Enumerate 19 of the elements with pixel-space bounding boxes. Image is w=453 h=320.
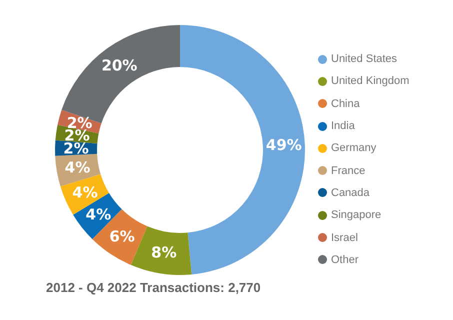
donut-slice [180, 25, 305, 274]
data-label: 4% [72, 183, 98, 202]
data-label: 49% [266, 136, 302, 154]
legend-label: China [331, 98, 360, 110]
legend-label: Germany [331, 142, 376, 154]
legend-label: France [331, 164, 366, 177]
data-label: 4% [64, 158, 90, 177]
legend-label: United Kingdom [331, 75, 410, 88]
legend-label: United States [331, 53, 398, 66]
legend-label: Other [331, 254, 359, 266]
legend-label: India [331, 120, 355, 132]
data-label: 6% [109, 227, 135, 246]
legend-label: Canada [331, 186, 370, 199]
data-label: 20% [101, 56, 138, 74]
data-label: 4% [86, 205, 112, 224]
legend-label: Singapore [331, 209, 382, 222]
legend-label: Israel [331, 232, 358, 244]
data-label: 8% [151, 244, 177, 262]
text: 2012 - Q4 2022 Transactions: 2,770 [46, 280, 261, 295]
